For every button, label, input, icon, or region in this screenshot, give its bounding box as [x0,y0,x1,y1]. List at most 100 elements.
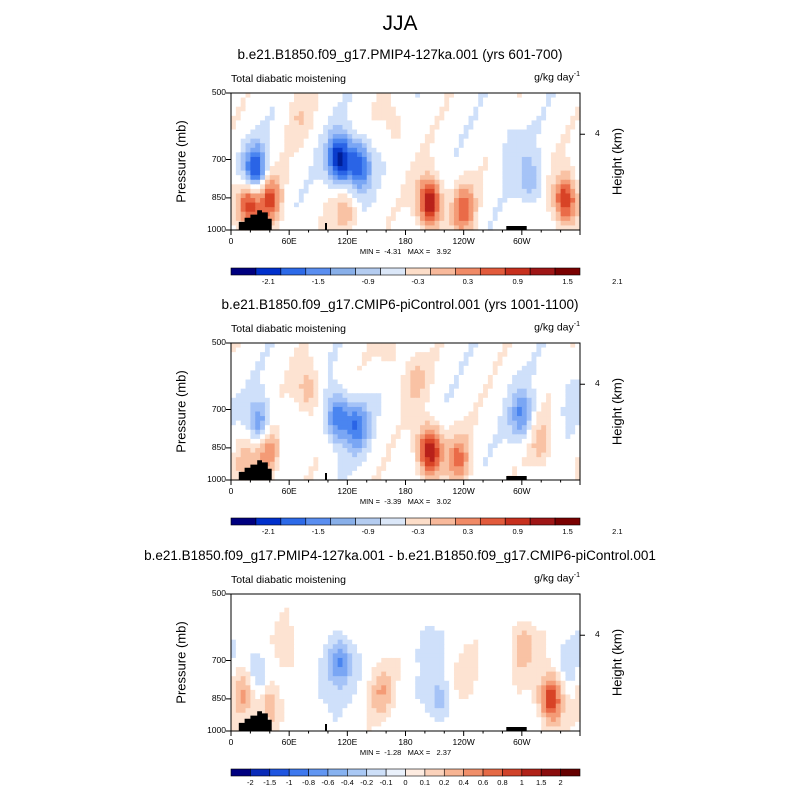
heatmap-cell [458,347,465,353]
heatmap-cell [424,138,431,144]
heatmap-cell [473,106,479,112]
heatmap-cell [235,475,242,481]
heatmap-cell [497,220,504,227]
heatmap-cell [381,129,387,135]
heatmap-cell [361,115,368,121]
heatmap-cell [260,193,266,199]
heatmap-cell [313,457,319,463]
heatmap-cell [279,452,285,458]
heatmap-cell [546,607,552,613]
heatmap-cell [332,106,339,112]
heatmap-cell [284,198,290,204]
heatmap-cell [444,361,450,367]
heatmap-cell [531,170,537,176]
heatmap-cell [487,448,494,454]
heatmap-cell [516,175,523,181]
heatmap-cell [415,225,421,231]
heatmap-cell [255,156,261,163]
heatmap-cell [342,420,348,426]
heatmap-cell [560,461,567,467]
heatmap-cell [250,207,256,213]
heatmap-cell [468,225,474,231]
heatmap-cell [386,457,392,463]
heatmap-cell [361,361,368,367]
heatmap-cell [371,93,378,99]
heatmap-cell [361,356,368,362]
heatmap-cell [313,612,319,618]
heatmap-cell [502,402,508,408]
heatmap-cell [269,134,276,140]
heatmap-cell [468,370,474,376]
heatmap-cell [395,425,402,431]
heatmap-cell [463,598,470,604]
heatmap-cell [323,621,329,627]
heatmap-cell [357,384,363,390]
heatmap-cell [308,470,315,477]
heatmap-cell [560,361,567,367]
heatmap-cell [323,461,329,467]
heatmap-cell [240,466,247,472]
heatmap-cell [502,124,508,131]
heatmap-cell [550,365,557,371]
heatmap-cell [555,115,562,121]
heatmap-cell [298,452,305,458]
heatmap-cell [497,184,504,190]
heatmap-cell [429,397,436,403]
heatmap-cell [570,411,576,417]
heatmap-cell [410,134,416,140]
heatmap-cell [235,452,242,458]
heatmap-cell [449,115,455,121]
heatmap-cell [429,616,436,622]
heatmap-cell [463,111,470,117]
heatmap-cell [487,188,494,195]
heatmap-cell [390,379,397,385]
heatmap-cell [555,393,562,399]
heatmap-cell [376,161,382,167]
heatmap-cell [264,97,271,103]
heatmap-cell [512,370,518,376]
heatmap-cell [410,161,416,167]
heatmap-cell [429,470,436,477]
heatmap-cell [502,152,508,158]
heatmap-cell [541,452,547,458]
heatmap-cell [497,343,504,349]
heatmap-cell [240,156,247,163]
heatmap-cell [420,598,426,604]
heatmap-cell [308,124,315,131]
heatmap-cell [289,134,295,140]
heatmap-cell [521,193,528,199]
heatmap-cell [541,402,547,408]
heatmap-cell [390,170,397,176]
heatmap-cell [575,361,581,367]
heatmap-cell [342,129,348,135]
heatmap-cell [357,443,363,449]
heatmap-cell [550,374,557,381]
heatmap-cell [507,616,513,622]
heatmap-cell [541,184,547,190]
heatmap-cell [250,402,256,408]
heatmap-cell [347,438,353,445]
heatmap-cell [526,352,533,358]
heatmap-cell [323,134,329,140]
heatmap-cell [478,184,484,190]
heatmap-cell [453,225,460,231]
heatmap-cell [463,161,470,167]
heatmap-cell [298,216,305,222]
heatmap-cell [386,438,392,445]
heatmap-cell [521,402,528,408]
heatmap-cell [521,97,528,103]
heatmap-cell [449,120,455,126]
heatmap-cell [332,124,339,131]
heatmap-cell [318,429,324,435]
heatmap-cell [512,198,518,204]
heatmap-cell [565,461,571,467]
heatmap-cell [342,198,348,204]
heatmap-cell [550,420,557,426]
heatmap-cell [260,621,266,627]
heatmap-cell [424,616,431,622]
heatmap-cell [274,115,281,121]
heatmap-cell [429,202,436,208]
heatmap-cell [473,397,479,403]
heatmap-cell [308,356,315,362]
heatmap-cell [565,193,571,199]
